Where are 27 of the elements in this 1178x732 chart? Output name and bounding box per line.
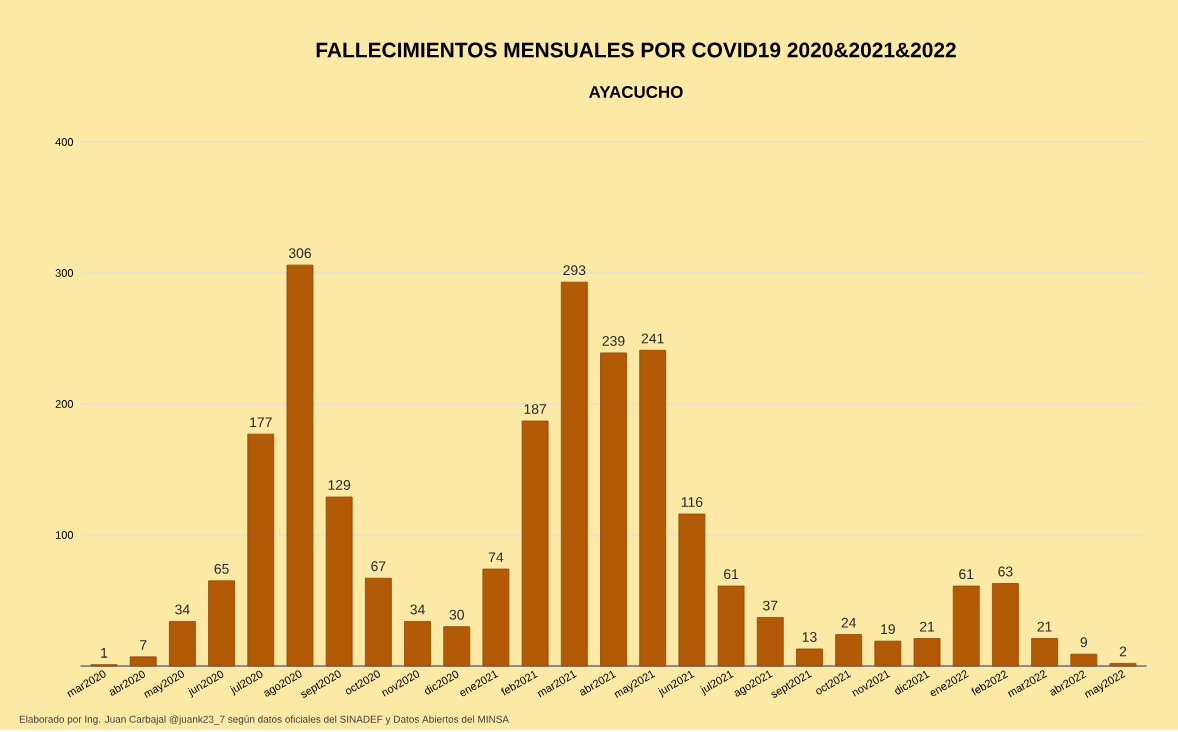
bar (678, 513, 706, 667)
bar (600, 352, 627, 667)
bar (992, 583, 1019, 667)
bar (835, 634, 863, 667)
bar (286, 265, 314, 667)
bar (364, 578, 392, 667)
bar (717, 586, 745, 667)
bar (168, 621, 196, 667)
chart-title: FALLECIMIENTOS MENSUALES POR COVID19 2020&2021&2022 (316, 42, 956, 58)
chart-subtitle: AYACUCHO (589, 86, 683, 99)
bar (874, 641, 902, 667)
bar (756, 617, 784, 667)
bar (952, 586, 980, 667)
bar (325, 496, 353, 667)
bar (913, 638, 941, 667)
bar (1031, 638, 1059, 667)
bar (247, 434, 275, 667)
bar (404, 621, 431, 667)
bar (796, 648, 823, 667)
bar (560, 282, 588, 667)
bar (443, 626, 471, 667)
bar (639, 350, 667, 667)
bar (208, 580, 235, 667)
bar (1070, 654, 1098, 667)
bar (129, 656, 157, 667)
bar (482, 568, 510, 667)
bar (521, 420, 549, 667)
